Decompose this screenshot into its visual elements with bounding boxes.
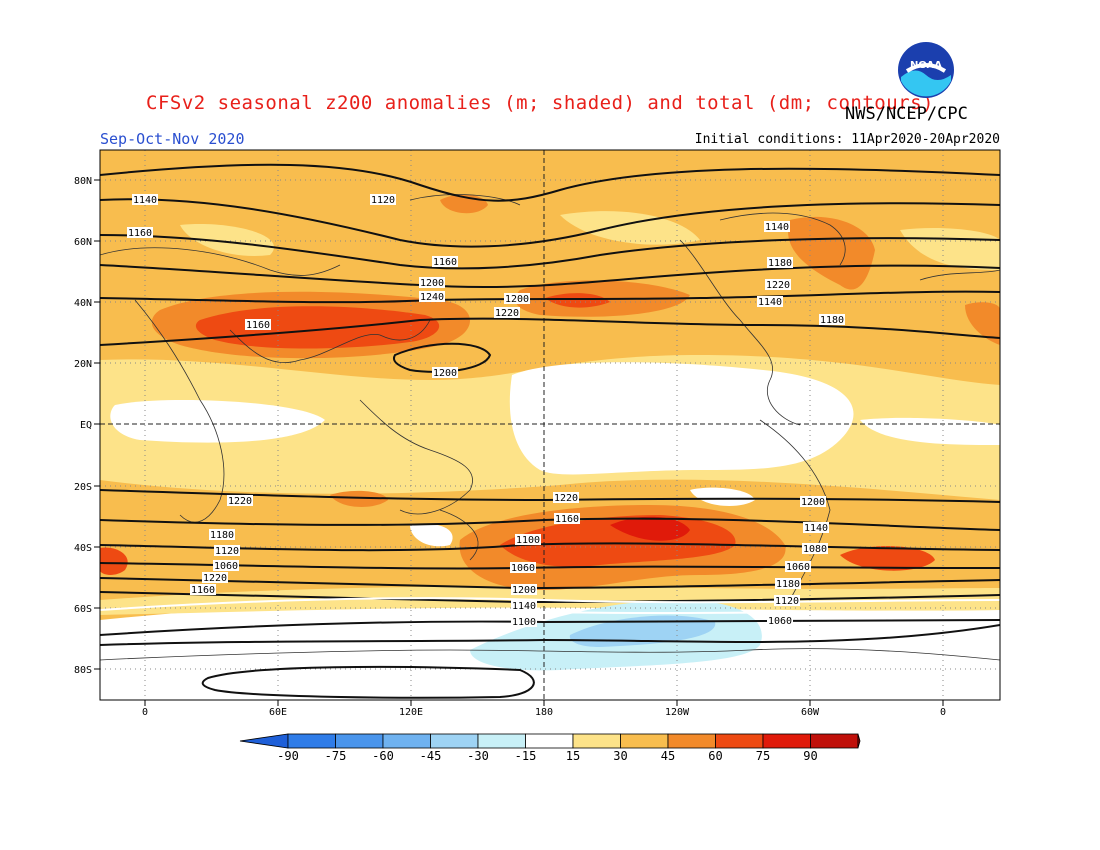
contour-label: 1160 xyxy=(191,585,215,596)
agency-label: NWS/NCEP/CPC xyxy=(845,104,968,124)
lon-label: 120E xyxy=(399,707,423,718)
contour-label: 1220 xyxy=(495,308,519,319)
colorbar-tick: -15 xyxy=(515,749,537,763)
colorbar-segment xyxy=(572,733,621,749)
contour-label: 1220 xyxy=(203,573,227,584)
colorbar-tick: 90 xyxy=(803,749,817,763)
colorbar-segment xyxy=(810,733,859,749)
contour-label: 1200 xyxy=(433,368,457,379)
lon-label: 60E xyxy=(269,707,287,718)
contour-label: 1200 xyxy=(420,278,444,289)
logo-text: NOAA xyxy=(910,60,942,71)
contour-label: 1140 xyxy=(804,523,828,534)
colorbar-segment xyxy=(382,733,431,749)
colorbar-segment xyxy=(667,733,716,749)
colorbar-segment xyxy=(715,733,764,749)
contour-label: 1220 xyxy=(766,280,790,291)
colorbar-segment xyxy=(620,733,669,749)
contour-label: 1220 xyxy=(554,493,578,504)
longitude-labels: 0 60E 120E 180 120W 60W 0 xyxy=(142,700,946,718)
lon-label: 0 xyxy=(142,707,148,718)
initial-conditions-label: Initial conditions: 11Apr2020-20Apr2020 xyxy=(694,132,1000,147)
contour-label: 1160 xyxy=(128,228,152,239)
lat-label: 40S xyxy=(74,543,92,554)
map-shading xyxy=(100,150,1000,700)
contour-label: 1180 xyxy=(210,530,234,541)
contour-label: 1120 xyxy=(775,596,799,607)
contour-label: 1100 xyxy=(516,535,540,546)
season-label: Sep-Oct-Nov 2020 xyxy=(100,130,245,148)
contour-label: 1140 xyxy=(133,195,157,206)
colorbar-tick: -30 xyxy=(467,749,489,763)
colorbar-segment xyxy=(287,733,336,749)
contour-label: 1120 xyxy=(215,546,239,557)
latitude-labels: 80N 60N 40N 20N EQ 20S 40S 60S 80S xyxy=(74,176,100,676)
lat-label: 20N xyxy=(74,359,92,370)
colorbar: -90 -75 -60 -45 -30 -15 15 30 45 60 75 90 xyxy=(239,733,861,763)
lon-label: 180 xyxy=(535,707,553,718)
contour-labels: 1140 1120 1160 1140 1160 1180 1200 1220 1240 1200… xyxy=(127,194,845,628)
contour-label: 1160 xyxy=(433,257,457,268)
lat-label: EQ xyxy=(80,420,92,431)
lon-label: 60W xyxy=(801,707,820,718)
contour-label: 1220 xyxy=(228,496,252,507)
noaa-logo-icon: NOAA xyxy=(898,42,954,98)
contour-label: 1140 xyxy=(765,222,789,233)
colorbar-tick: 45 xyxy=(661,749,675,763)
colorbar-segment xyxy=(335,733,384,749)
lat-label: 40N xyxy=(74,298,92,309)
lat-label: 60N xyxy=(74,237,92,248)
colorbar-tick: -60 xyxy=(372,749,394,763)
contour-label: 1160 xyxy=(246,320,270,331)
contour-label: 1200 xyxy=(801,497,825,508)
colorbar-tick: 60 xyxy=(708,749,722,763)
contour-label: 1200 xyxy=(512,585,536,596)
contour-label: 1180 xyxy=(820,315,844,326)
lat-label: 80N xyxy=(74,176,92,187)
contour-label: 1060 xyxy=(511,563,535,574)
colorbar-segment xyxy=(477,733,526,749)
lat-label: 60S xyxy=(74,604,92,615)
lon-label: 120W xyxy=(665,707,690,718)
lat-label: 20S xyxy=(74,482,92,493)
colorbar-tick: 30 xyxy=(613,749,627,763)
contour-label: 1100 xyxy=(512,617,536,628)
contour-label: 1140 xyxy=(758,297,782,308)
contour-label: 1060 xyxy=(768,616,792,627)
contour-label: 1240 xyxy=(420,292,444,303)
colorbar-tick: 75 xyxy=(756,749,770,763)
colorbar-tick: -75 xyxy=(325,749,347,763)
contour-label: 1160 xyxy=(555,514,579,525)
contour-label: 1200 xyxy=(505,294,529,305)
colorbar-arrow-high xyxy=(857,733,861,749)
contour-label: 1180 xyxy=(776,579,800,590)
contour-label: 1140 xyxy=(512,601,536,612)
contour-label: 1060 xyxy=(214,561,238,572)
chart-title: CFSv2 seasonal z200 anomalies (m; shaded… xyxy=(146,92,934,114)
colorbar-tick: -90 xyxy=(277,749,299,763)
colorbar-arrow-low xyxy=(239,733,289,749)
lat-label: 80S xyxy=(74,665,92,676)
lon-label: 0 xyxy=(940,707,946,718)
contour-label: 1060 xyxy=(786,562,810,573)
colorbar-segment xyxy=(762,733,811,749)
contour-label: 1080 xyxy=(803,544,827,555)
contour-label: 1120 xyxy=(371,195,395,206)
colorbar-tick: 15 xyxy=(566,749,580,763)
colorbar-segment xyxy=(430,733,479,749)
colorbar-tick: -45 xyxy=(420,749,442,763)
contour-label: 1180 xyxy=(768,258,792,269)
colorbar-segment xyxy=(525,733,574,749)
